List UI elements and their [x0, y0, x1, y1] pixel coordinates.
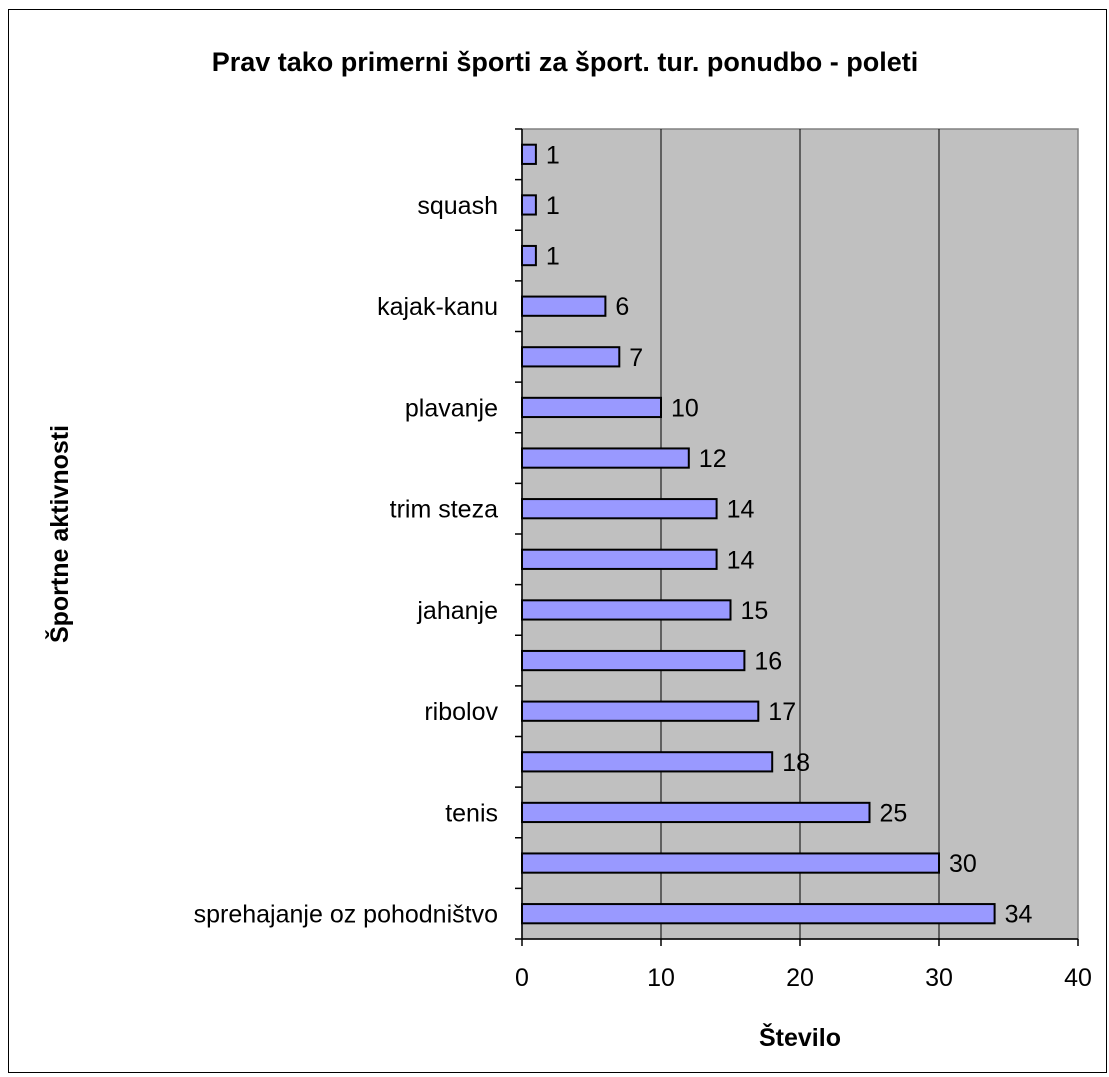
- x-tick-label: 20: [786, 964, 814, 992]
- bar: [521, 649, 746, 672]
- bar: [521, 295, 607, 317]
- x-axis-title: Število: [759, 1022, 841, 1052]
- data-label: 16: [754, 648, 782, 676]
- data-label: 14: [727, 496, 755, 524]
- bar: [521, 700, 760, 722]
- bar: [521, 852, 940, 874]
- bar: [521, 903, 996, 925]
- data-label: 34: [1005, 901, 1033, 929]
- bar: [521, 751, 774, 773]
- category-label: kajak-kanu: [377, 293, 498, 321]
- bar: [521, 396, 662, 419]
- bar: [521, 194, 537, 216]
- category-label: trim steza: [390, 496, 498, 524]
- x-tick-label: 0: [515, 964, 529, 992]
- category-label: plavanje: [405, 394, 498, 422]
- bar: [521, 447, 690, 469]
- data-label: 30: [949, 850, 977, 878]
- bar: [521, 143, 537, 165]
- data-label: 18: [782, 749, 810, 777]
- category-label: sprehajanje oz pohodništvo: [194, 901, 498, 929]
- data-label: 6: [615, 293, 629, 321]
- x-tick-labels: 0 10 20 30 40: [515, 964, 1092, 992]
- data-label: 15: [741, 597, 769, 625]
- data-label: 25: [880, 799, 908, 827]
- bar: [521, 599, 732, 621]
- category-label: tenis: [445, 799, 498, 827]
- x-tick-label: 30: [925, 964, 953, 992]
- y-axis-title: Športne aktivnosti: [44, 425, 74, 643]
- chart-title: Prav tako primerni športi za šport. tur.…: [212, 47, 919, 77]
- category-label: ribolov: [424, 698, 498, 726]
- data-label: 12: [699, 445, 727, 473]
- data-label: 1: [546, 141, 560, 169]
- x-tick-label: 10: [647, 964, 675, 992]
- bar: [521, 548, 718, 570]
- category-labels: sprehajanje oz pohodništvo tenis ribolov ja…: [194, 192, 499, 929]
- data-label: 14: [727, 546, 755, 574]
- category-label: squash: [417, 192, 498, 220]
- bar: [521, 244, 537, 267]
- bar: [521, 801, 871, 824]
- data-label: 7: [629, 344, 643, 372]
- bar: [521, 346, 621, 368]
- axes: [515, 128, 1079, 946]
- x-tick-label: 40: [1064, 964, 1092, 992]
- data-label: 1: [546, 192, 560, 220]
- category-label: jahanje: [416, 597, 498, 625]
- bars: [521, 143, 996, 925]
- data-label: 10: [671, 394, 699, 422]
- data-label: 1: [546, 243, 560, 271]
- data-label: 17: [768, 698, 796, 726]
- bar: [521, 498, 718, 520]
